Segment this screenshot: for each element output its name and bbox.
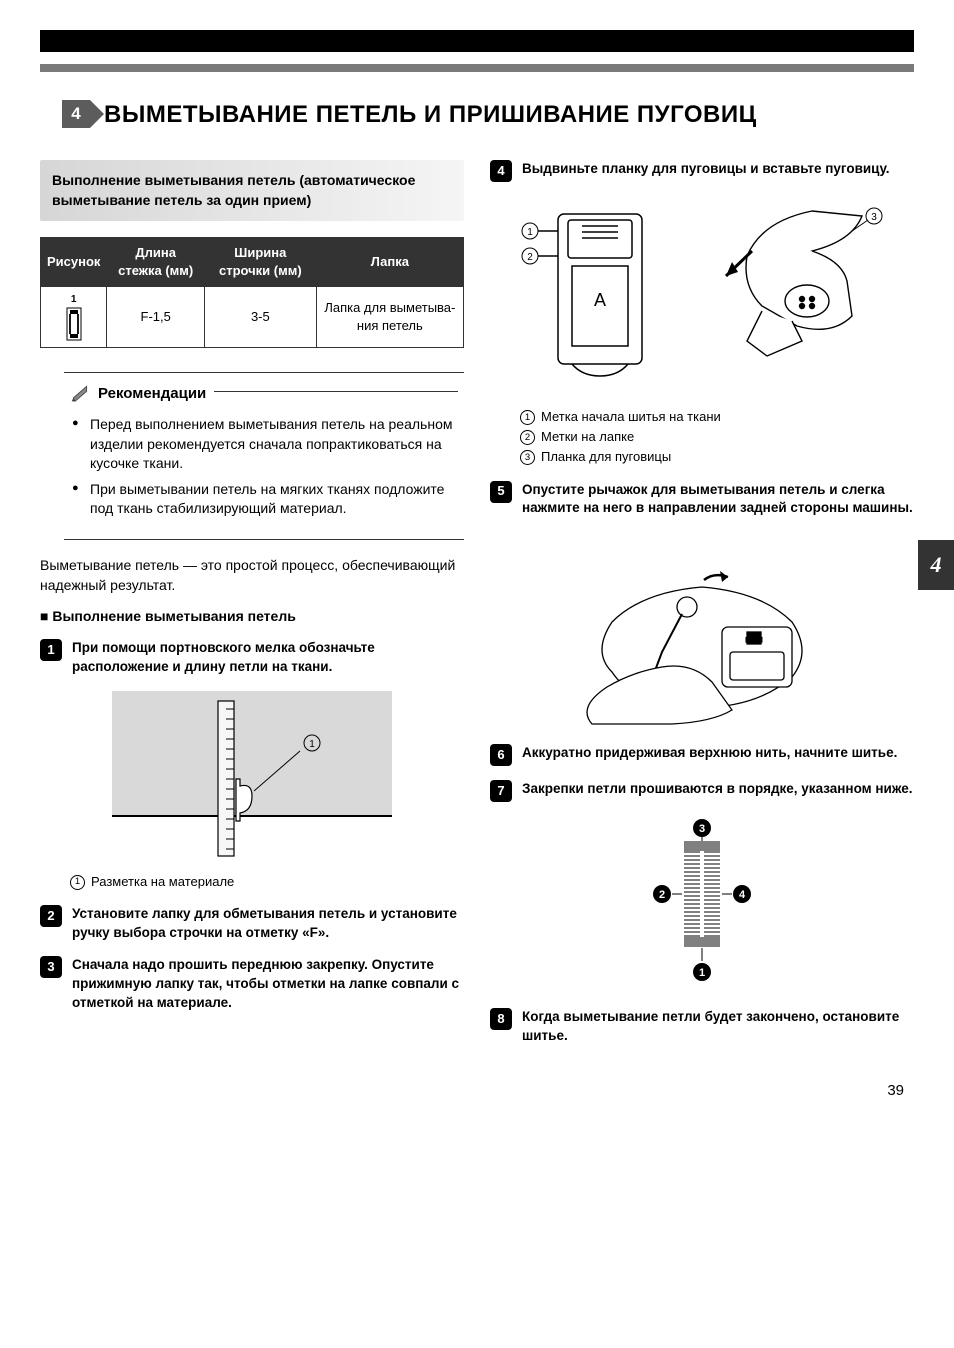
section-header: 4 ВЫМЕТЫВАНИЕ ПЕТЕЛЬ И ПРИШИВАНИЕ ПУГОВИ…	[40, 100, 914, 130]
figure-lever: PUSH	[490, 532, 914, 732]
recommendations-block: Рекомендации Перед выполнением выметыван…	[64, 372, 464, 540]
title-rule	[214, 391, 458, 392]
rec-item: При выметывании петель на мягких тканях …	[72, 480, 458, 519]
callout-num-1: 1	[70, 875, 85, 890]
svg-text:1: 1	[699, 967, 705, 979]
step-num-6: 6	[490, 744, 512, 766]
step-6: 6 Аккуратно придерживая верхнюю нить, на…	[490, 744, 914, 766]
page-number: 39	[40, 1080, 914, 1101]
step-num-7: 7	[490, 780, 512, 802]
th-length: Длина стежка (мм)	[107, 237, 205, 286]
svg-text:A: A	[594, 290, 606, 310]
table-row: 1 F-1,5 3-5	[41, 286, 464, 347]
svg-text:3: 3	[871, 212, 877, 223]
step-4: 4 Выдвиньте планку для пуговицы и вставь…	[490, 160, 914, 182]
step-8: 8 Когда выметывание петли будет закончен…	[490, 1008, 914, 1046]
th-foot: Лапка	[316, 237, 463, 286]
side-tab: 4	[918, 540, 954, 590]
step-5: 5 Опустите рычажок для выметывания петел…	[490, 481, 914, 519]
th-pattern: Рисунок	[41, 237, 107, 286]
fig2-c1: Метка начала шитья на ткани	[541, 409, 721, 424]
fig2-c3: Планка для пуговицы	[541, 449, 671, 464]
svg-text:1: 1	[309, 739, 315, 750]
recommendations-label: Рекомендации	[98, 383, 206, 404]
step-text-2: Установите лапку для обметывания петель …	[72, 905, 464, 943]
svg-text:PUSH: PUSH	[746, 638, 763, 644]
subheader-box: Выполнение выметывания петель (автоматич…	[40, 160, 464, 221]
recommendations-list: Перед выполнением выметывания петель на …	[70, 415, 458, 519]
right-column: 4 Выдвиньте планку для пуговицы и вставь…	[490, 160, 914, 1060]
cell-length: F-1,5	[107, 286, 205, 347]
step-1: 1 При помощи портновского мелка обозначь…	[40, 639, 464, 677]
step-num-3: 3	[40, 956, 62, 978]
fig1-callouts: 1 Разметка на материале	[70, 873, 464, 891]
note-icon	[70, 383, 90, 403]
svg-text:2: 2	[527, 252, 533, 263]
top-black-bar	[40, 30, 914, 52]
svg-text:1: 1	[527, 227, 533, 238]
step-7: 7 Закрепки петли прошиваются в порядке, …	[490, 780, 914, 802]
step-num-4: 4	[490, 160, 512, 182]
cell-pattern: 1	[41, 286, 107, 347]
fig1-callout-text: Разметка на материале	[91, 874, 234, 889]
th-width: Ширина строчки (мм)	[204, 237, 316, 286]
step-num-8: 8	[490, 1008, 512, 1030]
step-text-3: Сначала надо прошить переднюю закрепку. …	[72, 956, 464, 1013]
left-column: Выполнение выметывания петель (автоматич…	[40, 160, 464, 1060]
fig2-callouts: 1Метка начала шитья на ткани 2Метки на л…	[520, 408, 914, 467]
cell-foot: Лапка для выметыва­ния петель	[316, 286, 463, 347]
step-text-7: Закрепки петли прошиваются в порядке, ук…	[522, 780, 913, 802]
step-num-2: 2	[40, 905, 62, 927]
section-title: ВЫМЕТЫВАНИЕ ПЕТЕЛЬ И ПРИШИВАНИЕ ПУГОВИЦ	[104, 100, 757, 130]
figure-order: 1 2 3 4	[490, 816, 914, 996]
figure-foot: A 1 2	[490, 196, 914, 396]
step-num-1: 1	[40, 639, 62, 661]
step-3: 3 Сначала надо прошить переднюю закрепку…	[40, 956, 464, 1013]
recommendations-title: Рекомендации	[70, 383, 458, 407]
svg-text:2: 2	[659, 889, 665, 901]
svg-text:3: 3	[699, 823, 705, 835]
spec-table: Рисунок Длина стежка (мм) Ширина строчки…	[40, 237, 464, 348]
section-number-badge: 4	[62, 100, 90, 128]
step-text-5: Опустите рычажок для выметывания петель …	[522, 481, 914, 519]
figure-marking: 1	[40, 691, 464, 861]
step-text-4: Выдвиньте планку для пуговицы и вставьте…	[522, 160, 890, 182]
buttonhole-icon	[66, 307, 82, 341]
pattern-label: 1	[71, 293, 77, 307]
procedure-title: Выполнение выметывания петель	[40, 607, 464, 627]
step-text-8: Когда выметывание петли будет закончено,…	[522, 1008, 914, 1046]
step-text-6: Аккуратно придерживая верхнюю нить, начн…	[522, 744, 897, 766]
cell-width: 3-5	[204, 286, 316, 347]
grey-strip	[40, 64, 914, 72]
step-num-5: 5	[490, 481, 512, 503]
step-text-1: При помощи портновского мелка обозначьте…	[72, 639, 464, 677]
step-2: 2 Установите лапку для обметывания петел…	[40, 905, 464, 943]
intro-text: Выметывание петель — это простой процесс…	[40, 556, 464, 595]
fig2-c2: Метки на лапке	[541, 429, 634, 444]
rec-item: Перед выполнением выметывания петель на …	[72, 415, 458, 474]
svg-text:4: 4	[739, 889, 746, 901]
